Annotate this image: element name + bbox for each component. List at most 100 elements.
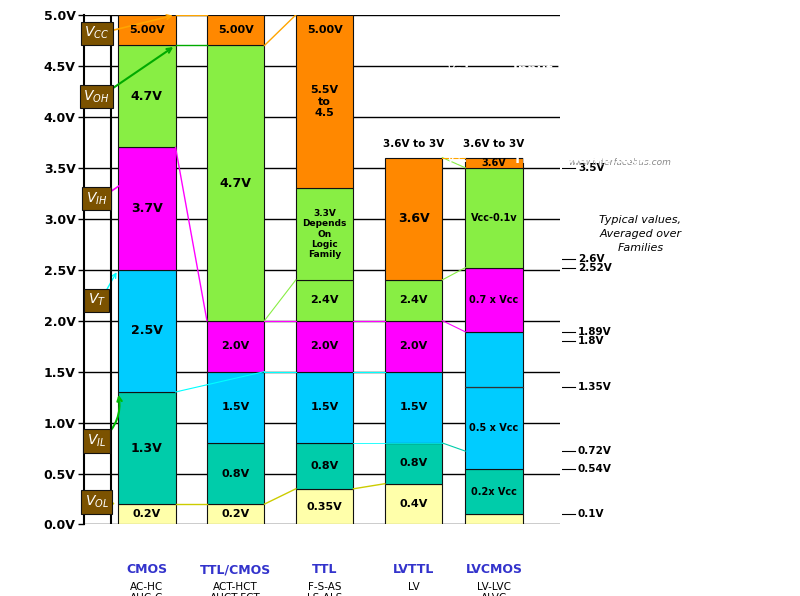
Text: $V_{IH}$:: $V_{IH}$: bbox=[446, 32, 471, 48]
Bar bbox=[466, 332, 523, 387]
Text: Output High level Voltage: Output High level Voltage bbox=[513, 94, 706, 107]
Text: 1.35V: 1.35V bbox=[578, 382, 612, 392]
Text: 3.3V
Depends
On
Logic
Family: 3.3V Depends On Logic Family bbox=[302, 209, 347, 259]
Bar bbox=[296, 489, 354, 524]
Bar bbox=[296, 15, 354, 188]
Text: 0.8V: 0.8V bbox=[222, 468, 250, 479]
Bar bbox=[296, 443, 354, 489]
Bar bbox=[118, 392, 175, 504]
Text: Vcc-0.1v: Vcc-0.1v bbox=[470, 213, 518, 223]
Bar bbox=[207, 372, 265, 443]
Text: 3.5V: 3.5V bbox=[578, 163, 605, 173]
Text: 3.6V: 3.6V bbox=[398, 212, 430, 225]
Text: 0.54V: 0.54V bbox=[578, 464, 612, 474]
Text: 0.72V: 0.72V bbox=[578, 446, 612, 456]
Text: 3.6V to 3V: 3.6V to 3V bbox=[463, 139, 525, 150]
Bar bbox=[118, 504, 175, 524]
Text: 5.00V: 5.00V bbox=[218, 25, 254, 35]
Bar bbox=[207, 504, 265, 524]
Text: 2.0V: 2.0V bbox=[222, 341, 250, 351]
Text: 0.2V: 0.2V bbox=[133, 510, 161, 519]
Bar bbox=[207, 15, 265, 45]
Text: 2.6V: 2.6V bbox=[578, 254, 605, 265]
Text: Output Low level Voltage: Output Low level Voltage bbox=[513, 123, 702, 136]
Bar bbox=[385, 157, 442, 280]
Bar bbox=[385, 280, 442, 321]
Text: www.interfacebus.com: www.interfacebus.com bbox=[568, 158, 671, 167]
Text: F-S-AS
LS-ALS: F-S-AS LS-ALS bbox=[307, 582, 342, 596]
Text: TTL: TTL bbox=[312, 563, 338, 576]
Text: $V_{OH}$:: $V_{OH}$: bbox=[446, 92, 476, 107]
Bar bbox=[296, 188, 354, 280]
Bar bbox=[466, 157, 523, 168]
Text: 0.4V: 0.4V bbox=[399, 499, 428, 509]
Text: 5.00V: 5.00V bbox=[306, 25, 342, 35]
Text: 0.2x Vcc: 0.2x Vcc bbox=[471, 487, 517, 497]
Text: 5.00V: 5.00V bbox=[129, 25, 165, 35]
Bar bbox=[118, 269, 175, 392]
Text: $V_T$:: $V_T$: bbox=[446, 153, 467, 167]
Text: 1.5V: 1.5V bbox=[310, 402, 338, 412]
Text: 0.8V: 0.8V bbox=[399, 458, 428, 468]
Text: Input High level Voltage: Input High level Voltage bbox=[513, 33, 694, 46]
Bar bbox=[207, 443, 265, 504]
Text: 2.52V: 2.52V bbox=[578, 263, 612, 272]
Text: 1.3V: 1.3V bbox=[131, 442, 162, 455]
Text: 1.5V: 1.5V bbox=[399, 402, 428, 412]
Text: TTL/CMOS: TTL/CMOS bbox=[200, 563, 271, 576]
Text: ACT-HCT
AHCT-FCT: ACT-HCT AHCT-FCT bbox=[210, 582, 261, 596]
Text: 3.7V: 3.7V bbox=[131, 202, 162, 215]
Text: 0.7 x Vcc: 0.7 x Vcc bbox=[470, 295, 518, 305]
Text: $V_{OL}$: $V_{OL}$ bbox=[85, 494, 109, 510]
Text: Input Low level Voltage: Input Low level Voltage bbox=[513, 63, 689, 76]
Bar bbox=[296, 280, 354, 321]
Text: LV: LV bbox=[408, 582, 419, 592]
Text: 0.1V: 0.1V bbox=[578, 510, 605, 519]
Bar bbox=[385, 443, 442, 484]
Bar bbox=[207, 45, 265, 321]
Bar bbox=[118, 15, 175, 45]
Text: 4.7V: 4.7V bbox=[220, 176, 252, 190]
Text: 3.6V: 3.6V bbox=[482, 158, 506, 167]
Bar bbox=[118, 45, 175, 147]
Text: $V_T$: $V_T$ bbox=[87, 292, 106, 309]
Text: $V_{IL}$: $V_{IL}$ bbox=[87, 433, 106, 449]
Text: $V_{OH}$: $V_{OH}$ bbox=[83, 88, 110, 105]
Text: 0.8V: 0.8V bbox=[310, 461, 338, 471]
Bar bbox=[385, 484, 442, 524]
Text: CMOS: CMOS bbox=[126, 563, 167, 576]
Bar bbox=[466, 268, 523, 332]
Bar bbox=[296, 372, 354, 443]
Bar bbox=[385, 321, 442, 372]
Text: 0.2V: 0.2V bbox=[222, 510, 250, 519]
Text: 0.35V: 0.35V bbox=[306, 502, 342, 511]
Text: LVCMOS: LVCMOS bbox=[466, 563, 522, 576]
Bar bbox=[466, 168, 523, 268]
Text: 3.6V to 3V: 3.6V to 3V bbox=[383, 139, 444, 150]
Bar bbox=[207, 321, 265, 372]
Text: AC-HC
AHC-C: AC-HC AHC-C bbox=[130, 582, 163, 596]
Text: LVTTL: LVTTL bbox=[393, 563, 434, 576]
Text: 2.0V: 2.0V bbox=[399, 341, 428, 351]
Text: 2.0V: 2.0V bbox=[310, 341, 338, 351]
Text: 1.89V: 1.89V bbox=[578, 327, 612, 337]
Text: LV-LVC
ALVC: LV-LVC ALVC bbox=[477, 582, 511, 596]
Text: $V_{CC}$: $V_{CC}$ bbox=[84, 25, 109, 42]
Text: 2.5V: 2.5V bbox=[131, 324, 162, 337]
Bar bbox=[385, 372, 442, 443]
Bar bbox=[466, 387, 523, 470]
Text: $V_{OL}$:: $V_{OL}$: bbox=[446, 122, 474, 138]
Text: $V_{IH}$: $V_{IH}$ bbox=[86, 190, 107, 207]
Bar bbox=[466, 470, 523, 514]
Text: 4.7V: 4.7V bbox=[131, 90, 162, 103]
Text: Typical values,
Averaged over
Families: Typical values, Averaged over Families bbox=[599, 215, 682, 253]
Text: 2.4V: 2.4V bbox=[399, 295, 428, 305]
Text: $V_{IL}$:: $V_{IL}$: bbox=[446, 63, 470, 77]
Bar bbox=[118, 147, 175, 269]
Text: 5.5V
to
4.5: 5.5V to 4.5 bbox=[310, 85, 338, 118]
Text: 2.4V: 2.4V bbox=[310, 295, 339, 305]
Text: 1.5V: 1.5V bbox=[222, 402, 250, 412]
Text: 0.5 x Vcc: 0.5 x Vcc bbox=[470, 423, 518, 433]
Bar bbox=[466, 514, 523, 524]
Bar bbox=[296, 321, 354, 372]
